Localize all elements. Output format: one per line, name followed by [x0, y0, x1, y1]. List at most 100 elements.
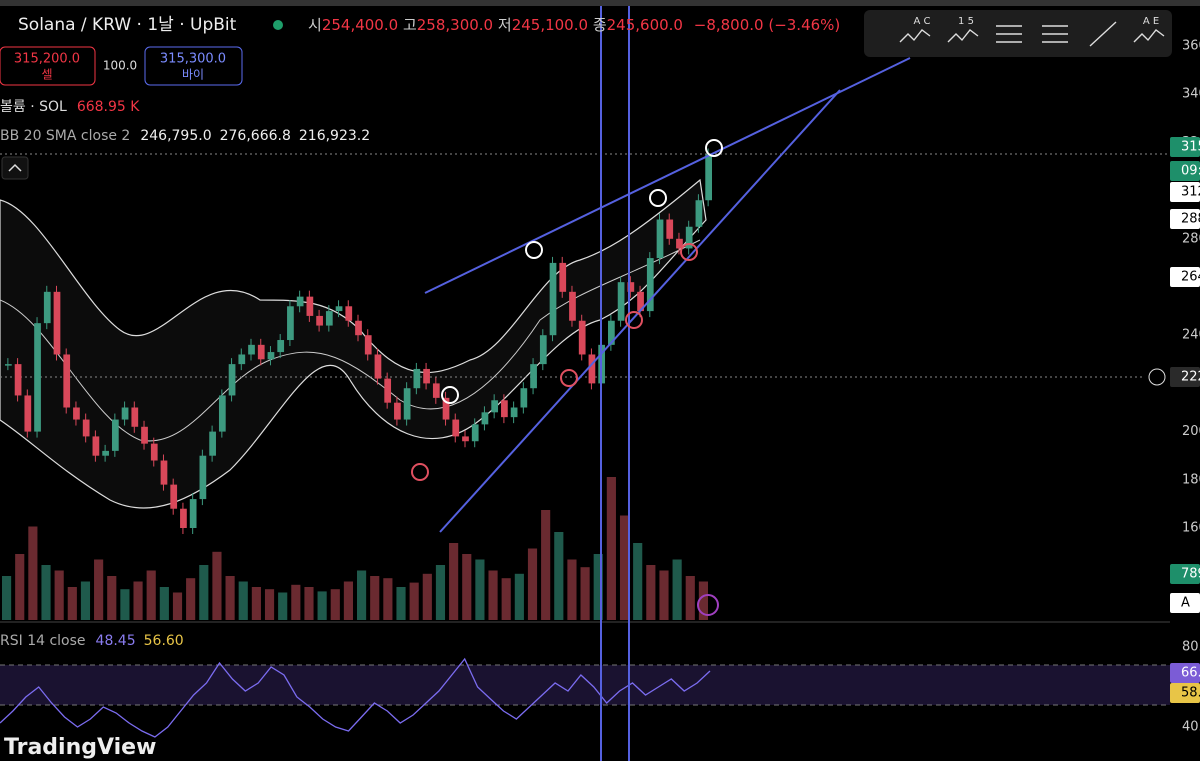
- volume-bar: [554, 532, 564, 620]
- price-badge: [1170, 267, 1200, 287]
- pivot-low: [560, 369, 578, 387]
- price-tick-label: 200: [1182, 424, 1200, 439]
- tool-icon[interactable]: [947, 29, 979, 43]
- volume-bar: [15, 554, 25, 620]
- volume-value: 668.95 K: [77, 99, 140, 115]
- price-tick-label: 160: [1182, 521, 1200, 536]
- collapse-button[interactable]: [1, 156, 29, 180]
- tool-icon[interactable]: [1089, 21, 1117, 47]
- candle: [627, 282, 635, 292]
- candle: [43, 291, 51, 324]
- bb-upper: 276,666.8: [220, 128, 291, 144]
- candle: [462, 436, 469, 442]
- buy-button[interactable]: [144, 46, 243, 86]
- open-label: 시: [308, 16, 322, 34]
- rsi-legend: RSI 14 close 48.45 56.60: [0, 633, 184, 649]
- price-badge-label: 09:: [1181, 164, 1200, 179]
- candle: [501, 400, 508, 418]
- trend-line: [439, 89, 841, 533]
- bollinger-band: [0, 178, 707, 509]
- volume-bar: [580, 567, 590, 620]
- tool-icon[interactable]: [1133, 29, 1165, 43]
- add-button[interactable]: [1148, 368, 1166, 386]
- candle: [53, 291, 61, 355]
- volume-bar: [501, 578, 511, 620]
- price-tick-label: 180: [1182, 472, 1200, 487]
- candle: [257, 344, 265, 360]
- candle: [559, 262, 567, 292]
- candle: [646, 258, 654, 312]
- candle: [277, 340, 285, 353]
- pivot-markers: [411, 139, 723, 481]
- volume-bar: [28, 526, 38, 620]
- volume-bar: [238, 581, 248, 620]
- rsi-line: [0, 657, 711, 738]
- volume-bar: [633, 543, 643, 620]
- candle: [432, 383, 440, 398]
- volume-bar: [672, 559, 682, 620]
- spread: 100.0: [103, 59, 137, 73]
- pivot-low: [411, 463, 429, 481]
- candle: [199, 455, 207, 500]
- sell-label: 셀: [41, 68, 52, 82]
- volume-bar: [383, 578, 393, 620]
- candle: [374, 354, 382, 379]
- tool-icon[interactable]: [1042, 25, 1068, 43]
- candle: [695, 200, 703, 227]
- bb-lower: 216,923.2: [299, 128, 370, 144]
- trend-line: [424, 57, 911, 294]
- candle: [160, 460, 168, 485]
- tool-icon[interactable]: [996, 25, 1022, 43]
- candle: [345, 306, 353, 321]
- volume-bar: [94, 559, 104, 620]
- volume-bar: [449, 543, 459, 620]
- volume-bar: [330, 589, 340, 620]
- volume-bar: [199, 565, 209, 620]
- volume-bar: [685, 576, 695, 620]
- pivot-high: [649, 189, 667, 207]
- volume-bar: [396, 587, 406, 620]
- price-badge: [1170, 209, 1200, 229]
- candle: [578, 320, 586, 355]
- volume-bar: [304, 587, 314, 620]
- collapse-icon: [8, 163, 22, 172]
- rsi-tick-label: 80.: [1182, 640, 1200, 655]
- volume-bar: [133, 581, 143, 620]
- price-badge-label: A: [1181, 596, 1190, 611]
- volume-bar: [80, 581, 91, 620]
- volume-bar: [422, 573, 432, 620]
- volume-bar: [370, 576, 380, 620]
- close-label: 종: [593, 16, 607, 34]
- volume-bar: [357, 570, 367, 620]
- price-tick-label: 280: [1182, 231, 1200, 246]
- pivot-low: [680, 243, 698, 261]
- candle: [121, 407, 129, 420]
- volume-label: 볼륨 · SOL: [0, 99, 67, 115]
- alert-icon[interactable]: [697, 594, 719, 616]
- candle: [73, 407, 80, 420]
- tool-icon[interactable]: [899, 29, 931, 43]
- sell-button[interactable]: [0, 46, 96, 86]
- tool-icons: [899, 21, 1165, 47]
- high-label: 고: [403, 16, 417, 34]
- price-badge: [1170, 137, 1200, 157]
- volume-bar: [698, 581, 708, 620]
- close: 245,600.0: [607, 16, 683, 34]
- candle: [248, 344, 255, 355]
- candle: [141, 426, 148, 444]
- volume-bar: [488, 570, 498, 620]
- volume-bar: [475, 559, 485, 620]
- candle: [471, 424, 479, 442]
- candle: [209, 431, 216, 456]
- price-tick-label: 340: [1182, 87, 1200, 102]
- tool-label: 1 5: [958, 16, 974, 27]
- buy-label: 바이: [182, 68, 204, 82]
- pivot-high: [525, 241, 543, 259]
- candle: [82, 419, 90, 437]
- volume-bar: [462, 554, 472, 620]
- volume-bar: [435, 565, 446, 620]
- candle: [170, 484, 178, 509]
- tool-label: A E: [1143, 16, 1159, 27]
- rsi-band: [0, 665, 1170, 705]
- volume-bar: [317, 591, 327, 620]
